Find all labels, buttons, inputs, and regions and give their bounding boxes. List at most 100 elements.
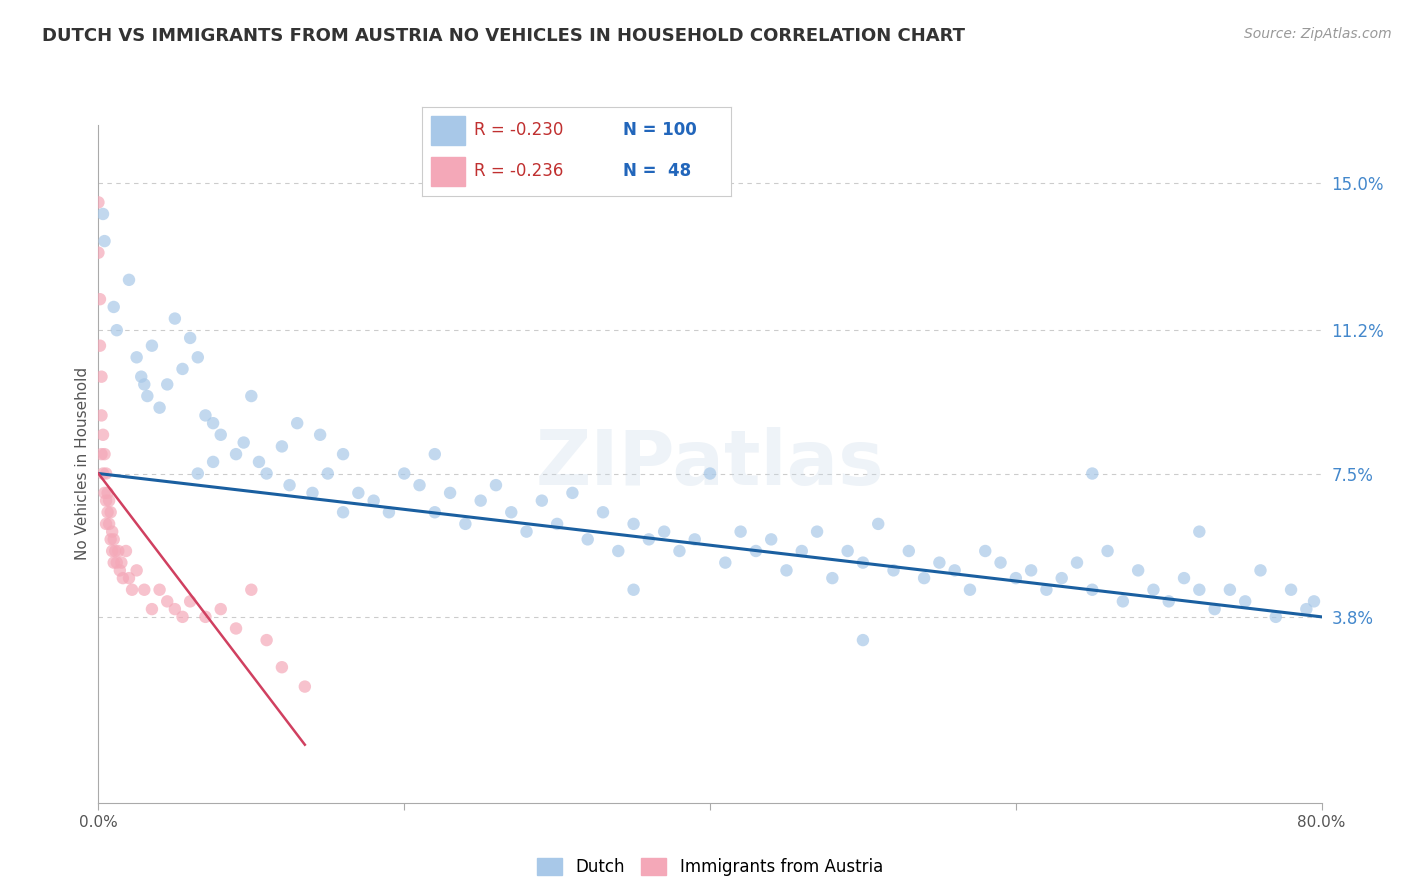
Point (775, 563, 797, 577)
Point (100, 533, 122, 547)
Point (652, 524, 675, 539)
Point (163, 311, 186, 326)
Point (118, 273, 141, 287)
Point (316, 467, 339, 481)
Point (623, 582, 645, 597)
Point (115, 544, 138, 558)
Point (103, 556, 125, 570)
Point (209, 427, 232, 442)
Point (1035, 582, 1057, 597)
Point (912, 571, 935, 585)
Point (87, 245, 110, 260)
Point (1219, 582, 1241, 597)
Point (256, 633, 278, 648)
Point (187, 467, 209, 481)
Point (1188, 524, 1211, 539)
Point (1157, 594, 1180, 608)
Point (392, 467, 416, 481)
Text: R = -0.236: R = -0.236 (474, 162, 564, 180)
Point (363, 493, 385, 508)
Point (202, 455, 225, 469)
Point (90, 369, 112, 384)
Point (172, 362, 194, 376)
Point (1081, 467, 1104, 481)
Y-axis label: No Vehicles in Household: No Vehicles in Household (75, 368, 90, 560)
Point (98, 516, 121, 531)
Point (501, 505, 523, 519)
Point (194, 610, 217, 624)
Point (187, 351, 209, 365)
Point (98, 493, 121, 508)
Point (1188, 582, 1211, 597)
Point (225, 622, 247, 636)
Point (202, 416, 225, 430)
Text: N = 100: N = 100 (623, 121, 696, 139)
Point (761, 533, 783, 547)
Point (94, 467, 117, 481)
Point (90, 409, 112, 423)
Point (1295, 602, 1317, 616)
Point (125, 351, 148, 365)
Point (1128, 563, 1150, 577)
Point (301, 486, 323, 500)
Point (163, 602, 186, 616)
Point (118, 571, 141, 585)
Point (285, 416, 308, 430)
Point (730, 524, 752, 539)
Point (1112, 594, 1135, 608)
Point (745, 544, 768, 558)
Point (897, 544, 920, 558)
Point (270, 439, 294, 453)
Point (576, 533, 599, 547)
Point (104, 544, 127, 558)
Point (1066, 556, 1088, 570)
Point (94, 493, 117, 508)
Point (125, 563, 148, 577)
Point (179, 594, 201, 608)
Point (470, 493, 492, 508)
Point (1004, 571, 1026, 585)
Point (107, 544, 129, 558)
Point (546, 516, 568, 531)
Point (94, 516, 117, 531)
Point (105, 556, 128, 570)
Point (141, 339, 163, 353)
Point (485, 478, 508, 492)
Point (110, 556, 132, 570)
Point (240, 582, 263, 597)
Point (868, 516, 890, 531)
Point (423, 447, 446, 461)
Point (852, 633, 875, 648)
Text: R = -0.230: R = -0.230 (474, 121, 564, 139)
Text: N =  48: N = 48 (623, 162, 690, 180)
Point (225, 447, 247, 461)
Point (928, 556, 950, 570)
Point (638, 533, 661, 547)
Point (179, 331, 201, 345)
Point (93, 234, 115, 248)
Point (149, 582, 172, 597)
Point (806, 524, 828, 539)
Point (91, 427, 114, 442)
Point (172, 610, 194, 624)
Point (790, 544, 813, 558)
Point (129, 369, 152, 384)
Text: DUTCH VS IMMIGRANTS FROM AUSTRIA NO VEHICLES IN HOUSEHOLD CORRELATION CHART: DUTCH VS IMMIGRANTS FROM AUSTRIA NO VEHI… (42, 27, 965, 45)
Point (97, 505, 120, 519)
Point (108, 563, 131, 577)
Point (1081, 582, 1104, 597)
Point (91, 207, 114, 221)
Point (89, 339, 111, 353)
Point (247, 455, 270, 469)
Point (134, 377, 156, 392)
Point (278, 478, 301, 492)
Point (974, 544, 997, 558)
Point (101, 524, 124, 539)
Point (134, 582, 156, 597)
Point (852, 556, 875, 570)
Point (516, 524, 538, 539)
Point (87, 195, 110, 210)
Point (194, 409, 217, 423)
Point (105, 323, 128, 337)
Point (93, 447, 115, 461)
